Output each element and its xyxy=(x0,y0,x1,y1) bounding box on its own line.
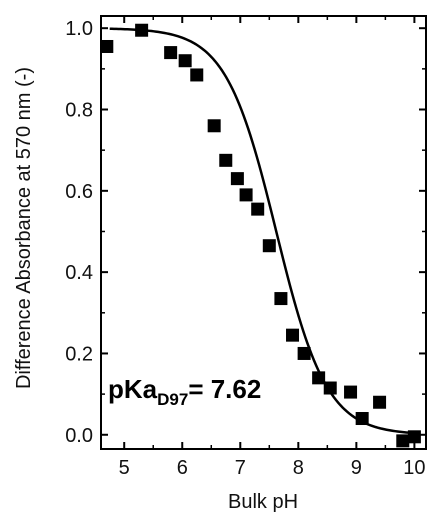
y-axis-label: Difference Absorbance at 570 nm (-) xyxy=(13,67,35,389)
data-point xyxy=(190,68,203,81)
data-point xyxy=(135,24,148,37)
pka-annotation-main: pKa xyxy=(108,374,158,404)
data-point xyxy=(100,40,113,53)
y-tick-label: 0.6 xyxy=(65,181,93,203)
x-axis-label: Bulk pH xyxy=(228,491,298,513)
x-tick-label: 7 xyxy=(235,457,246,479)
data-point xyxy=(312,371,325,384)
fit-curve xyxy=(110,29,418,434)
data-point xyxy=(231,172,244,185)
data-point xyxy=(251,203,264,216)
x-tick-label: 9 xyxy=(351,457,362,479)
data-point xyxy=(286,329,299,342)
data-point xyxy=(298,347,311,360)
y-tick-label: 0.8 xyxy=(65,100,93,122)
data-point xyxy=(373,396,386,409)
data-point xyxy=(274,292,287,305)
y-tick-label: 1.0 xyxy=(65,18,93,40)
data-point xyxy=(240,188,253,201)
x-tick-label: 8 xyxy=(293,457,304,479)
fit-curve-layer xyxy=(110,29,418,434)
x-tick-label: 5 xyxy=(119,457,130,479)
pka-annotation-value: = 7.62 xyxy=(188,374,261,404)
data-point xyxy=(208,119,221,132)
x-tick-label: 6 xyxy=(177,457,188,479)
data-point xyxy=(324,382,337,395)
data-point xyxy=(179,54,192,67)
data-point xyxy=(164,46,177,59)
data-point xyxy=(263,239,276,252)
data-point xyxy=(356,412,369,425)
data-point xyxy=(219,154,232,167)
data-point xyxy=(408,430,421,443)
data-point xyxy=(396,434,409,447)
y-tick-label: 0.4 xyxy=(65,262,93,284)
pka-annotation-sub: D97 xyxy=(157,390,188,409)
y-tick-label: 0.0 xyxy=(65,425,93,447)
y-tick-label: 0.2 xyxy=(65,343,93,365)
pka-annotation: pKaD97= 7.62 xyxy=(108,374,261,409)
x-tick-label: 10 xyxy=(403,457,425,479)
data-point xyxy=(344,386,357,399)
